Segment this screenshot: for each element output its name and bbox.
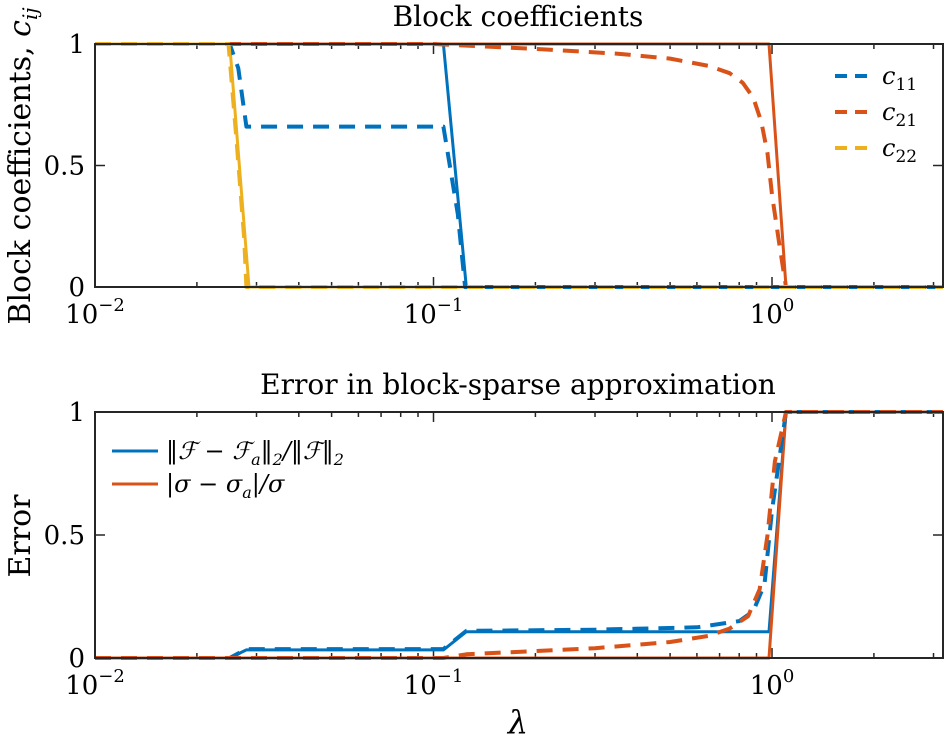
chart-title: Error in block-sparse approximation — [260, 368, 776, 401]
series-line-solid-4 — [95, 42, 943, 289]
y-axis-label: Block coefficients, cij — [3, 7, 42, 324]
x-axis-label: λ — [506, 703, 528, 739]
y-axis-label-symbol: c — [3, 20, 38, 37]
tick-marks — [94, 43, 943, 288]
y-tick-label: 0.5 — [44, 521, 85, 551]
y-tick-label: 0 — [68, 644, 85, 674]
chart-error-approximation: Error in block-sparse approximation Erro… — [3, 368, 944, 739]
chart-title: Block coefficients — [393, 0, 644, 33]
legend-label-frobenius-error: ‖ℱ − ℱa‖2/‖ℱ‖2 — [166, 437, 344, 469]
y-tick-label: 0.5 — [44, 152, 85, 182]
x-tick-label: 10−2 — [65, 666, 125, 701]
series-line-solid-3 — [95, 42, 943, 289]
y-axis-label-sub: ij — [18, 7, 42, 20]
x-tick-label: 100 — [750, 295, 795, 330]
y-tick-label: 1 — [68, 30, 85, 60]
y-axis-label: Error — [3, 494, 38, 578]
y-tick-label: 1 — [68, 398, 85, 428]
chart-block-coefficients: Block coefficients Block coefficients, c… — [3, 0, 944, 330]
y-tick-labels: 00.51 — [44, 398, 85, 674]
y-axis-label-text: Block coefficients, — [3, 37, 38, 325]
series-line-c22 — [95, 42, 943, 289]
series-line-dashed-2 — [95, 410, 943, 660]
legend: c11 c21 c22 — [835, 62, 917, 167]
series-line-solid-5 — [95, 42, 943, 289]
x-tick-labels: 10−2 10−1 100 — [65, 295, 794, 330]
plot-frame — [94, 43, 944, 288]
legend-label-c22: c22 — [882, 134, 917, 167]
x-tick-label: 100 — [750, 666, 795, 701]
y-tick-labels: 00.51 — [44, 30, 85, 303]
series-lines — [95, 42, 943, 289]
legend-label-c11: c11 — [882, 62, 917, 95]
series-line-dashed-3 — [95, 410, 943, 660]
x-tick-labels: 10−2 10−1 100 — [65, 666, 794, 701]
series-line-c21 — [95, 42, 943, 289]
legend-label-c21: c21 — [882, 98, 917, 131]
y-tick-label: 0 — [68, 273, 85, 303]
series-line-c11 — [95, 42, 943, 289]
x-tick-label: 10−1 — [404, 666, 464, 701]
legend: ‖ℱ − ℱa‖2/‖ℱ‖2 |σ − σa|/σ — [112, 437, 344, 502]
x-tick-label: 10−1 — [404, 295, 464, 330]
x-tick-label: 10−2 — [65, 295, 125, 330]
plot-frame — [94, 411, 944, 659]
legend-label-sigma-error: |σ − σa|/σ — [166, 470, 285, 502]
